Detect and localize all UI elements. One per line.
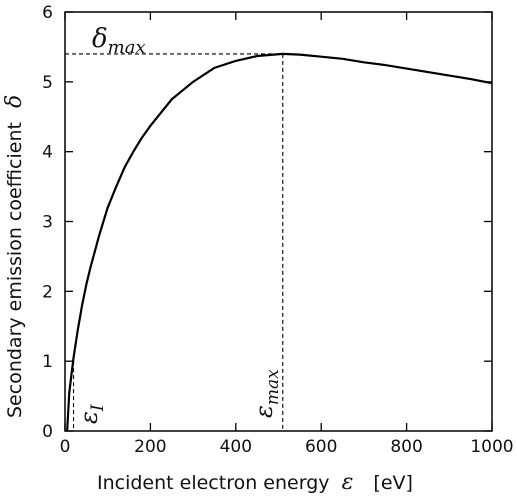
y-tick-label: 4 [42,143,53,163]
annotation-eps-i: εI [75,404,108,424]
y-tick-label: 1 [42,352,53,372]
y-tick-label: 2 [42,282,53,302]
x-tick-label: 1000 [470,437,513,457]
x-axis-title: Incident electron energy ε [eV] [97,470,413,495]
y-axis-title-symbol: δ [2,95,27,108]
x-axis-title-text: Incident electron energy [97,472,330,494]
x-axis-title-unit: [eV] [373,472,413,494]
annotation-eps-i-subscript: I [88,404,108,412]
annotation-eps-i-symbol: ε [75,411,103,424]
x-tick-label: 400 [220,437,252,457]
annotation-eps-max: εmax [250,369,283,418]
plot-area-frame [64,11,493,432]
x-tick-label: 600 [305,437,337,457]
annotation-delta-max-symbol: δ [92,24,108,54]
y-axis-title-text: Secondary emission coefficient [4,122,26,418]
x-axis-title-symbol: ε [342,470,354,495]
series-line-secondary-emission [66,52,493,432]
x-tick-label: 800 [390,437,422,457]
annotation-delta-max-subscript: max [108,37,146,58]
annotation-delta-max: δmax [92,24,146,58]
annotation-eps-max-symbol: ε [250,405,278,418]
y-tick-label: 0 [42,422,53,442]
y-tick-label: 6 [42,3,53,23]
y-tick-label: 3 [42,213,53,233]
y-tick-label: 5 [42,73,53,93]
x-tick-label: 0 [60,437,71,457]
annotation-eps-max-subscript: max [263,369,283,405]
x-tick-label: 200 [134,437,166,457]
y-axis-title: Secondary emission coefficient δ [2,95,27,418]
